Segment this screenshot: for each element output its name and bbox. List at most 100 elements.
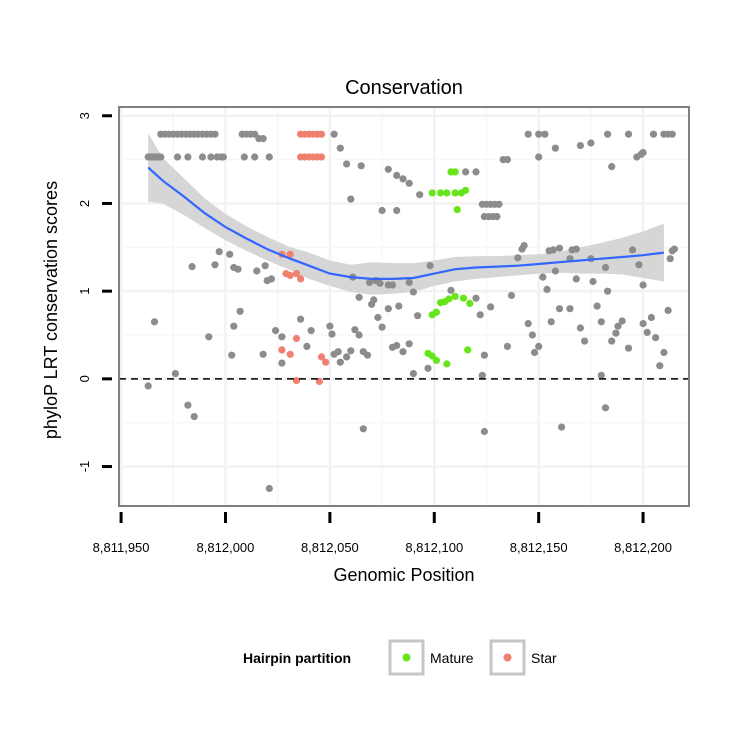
point-other — [272, 327, 280, 335]
point-mature — [428, 189, 436, 197]
point-other — [551, 267, 560, 275]
y-tick-label: 1 — [77, 288, 92, 295]
point-other — [376, 279, 384, 287]
point-other — [278, 359, 286, 367]
point-other — [476, 311, 484, 319]
point-other — [261, 262, 269, 270]
point-star — [315, 377, 323, 386]
x-axis-label: Genomic Position — [333, 565, 474, 585]
point-other — [211, 130, 219, 138]
point-other — [253, 267, 261, 275]
point-other — [528, 331, 537, 339]
point-mature — [462, 186, 470, 194]
point-other — [576, 142, 585, 150]
point-other — [393, 206, 401, 215]
point-other — [643, 328, 651, 336]
point-other — [668, 130, 676, 138]
point-other — [343, 160, 351, 168]
x-tick-label: 8,812,050 — [301, 540, 359, 555]
point-other — [198, 153, 207, 161]
y-tick-label: -1 — [77, 461, 92, 473]
point-star — [292, 270, 301, 278]
legend-swatch-mature — [402, 653, 411, 662]
point-other — [604, 130, 612, 138]
point-other — [347, 347, 355, 355]
point-other — [480, 351, 488, 359]
point-other — [370, 296, 378, 304]
point-other — [207, 153, 215, 161]
legend: Hairpin partition Mature Star — [243, 639, 557, 676]
point-star — [286, 250, 294, 258]
point-other — [514, 254, 522, 262]
point-other — [649, 130, 658, 138]
point-other — [447, 286, 455, 294]
point-other — [334, 348, 342, 356]
point-other — [601, 263, 610, 272]
point-other — [157, 153, 165, 161]
legend-title: Hairpin partition — [243, 650, 351, 666]
point-other — [265, 153, 273, 161]
point-other — [647, 313, 656, 322]
point-other — [359, 425, 367, 433]
point-mature — [464, 346, 472, 354]
point-other — [399, 348, 407, 356]
point-mature — [451, 168, 459, 176]
legend-swatch-star — [503, 653, 512, 662]
point-other — [551, 144, 560, 152]
point-mature — [466, 299, 474, 307]
x-tick-label: 8,812,200 — [614, 540, 672, 555]
point-other — [365, 278, 374, 286]
point-other — [267, 275, 275, 283]
point-other — [472, 294, 480, 302]
point-other — [384, 165, 392, 173]
point-other — [487, 303, 495, 311]
plot-frame — [118, 106, 690, 507]
y-axis: -1 0 1 2 3 — [77, 112, 112, 472]
x-tick-label: 8,811,950 — [93, 540, 150, 555]
x-tick-label: 8,812,000 — [197, 540, 255, 555]
point-other — [409, 288, 417, 296]
point-other — [190, 413, 198, 421]
point-mature — [432, 308, 440, 316]
point-other — [520, 242, 528, 250]
point-other — [374, 313, 382, 322]
point-other — [343, 353, 351, 361]
point-other — [535, 153, 543, 161]
point-star — [317, 353, 326, 361]
point-other — [355, 331, 363, 339]
point-other — [259, 135, 267, 143]
point-other — [351, 326, 359, 334]
point-other — [388, 281, 397, 289]
point-other — [357, 162, 365, 170]
x-tick-label: 8,812,150 — [510, 540, 568, 555]
smooth-line — [147, 166, 665, 280]
point-other — [393, 341, 401, 350]
point-star — [317, 130, 326, 138]
point-other — [399, 175, 407, 183]
legend-label-mature: Mature — [430, 650, 474, 666]
point-other — [503, 342, 511, 350]
point-other — [589, 277, 597, 286]
point-other — [555, 244, 564, 252]
point-other — [265, 484, 273, 493]
plot-background — [119, 107, 689, 506]
point-other — [524, 320, 532, 328]
point-other — [215, 248, 223, 256]
point-other — [330, 130, 338, 138]
point-other — [426, 262, 434, 270]
point-other — [639, 320, 647, 328]
point-mature — [443, 360, 451, 368]
point-other — [251, 153, 259, 161]
point-other — [228, 351, 236, 359]
data-points — [144, 130, 679, 493]
point-other — [173, 153, 182, 161]
point-other — [495, 200, 503, 208]
point-mature — [451, 292, 459, 300]
point-other — [608, 163, 616, 171]
point-other — [581, 337, 589, 345]
point-other — [480, 427, 488, 436]
y-tick-label: 0 — [77, 375, 92, 382]
point-other — [612, 329, 620, 337]
point-other — [171, 370, 179, 378]
